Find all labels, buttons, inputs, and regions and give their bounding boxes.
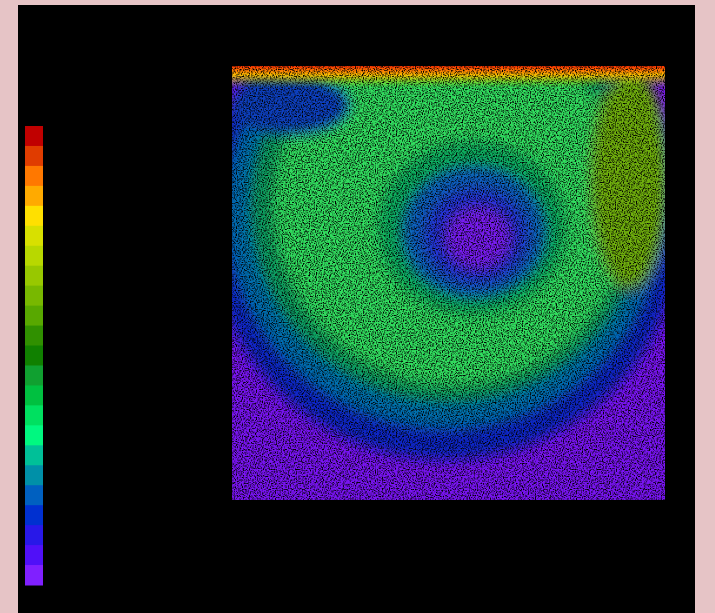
mesh-specks: [232, 66, 665, 500]
colorbar-swatch: [25, 206, 43, 226]
colorbar-swatch: [25, 365, 43, 385]
colorbar-swatch: [25, 425, 43, 445]
colorbar-swatch: [25, 485, 43, 505]
contour-field: [205, 0, 685, 500]
colorbar-swatch: [25, 385, 43, 405]
colorbar-swatch: [25, 326, 43, 346]
colorbar-swatch: [25, 405, 43, 425]
page: {"colorbar": {"colors": ["#c00000", "#e0…: [0, 0, 715, 613]
colorbar-swatch: [25, 505, 43, 525]
colorbar-swatch: [25, 565, 43, 585]
colorbar-swatch: [25, 525, 43, 545]
colorbar-swatch: [25, 346, 43, 366]
colorbar-swatch: [25, 266, 43, 286]
colorbar-swatch: [25, 465, 43, 485]
colorbar: [25, 126, 43, 586]
colorbar-swatch: [25, 545, 43, 565]
colorbar-swatch: [25, 186, 43, 206]
colorbar-swatch: [25, 246, 43, 266]
colorbar-swatch: [25, 286, 43, 306]
colorbar-swatch: [25, 226, 43, 246]
colorbar-swatch: [25, 166, 43, 186]
plot: [0, 0, 715, 613]
colorbar-swatch: [25, 126, 43, 146]
colorbar-swatch: [25, 445, 43, 465]
colorbar-swatch: [25, 306, 43, 326]
colorbar-swatch: [25, 146, 43, 166]
